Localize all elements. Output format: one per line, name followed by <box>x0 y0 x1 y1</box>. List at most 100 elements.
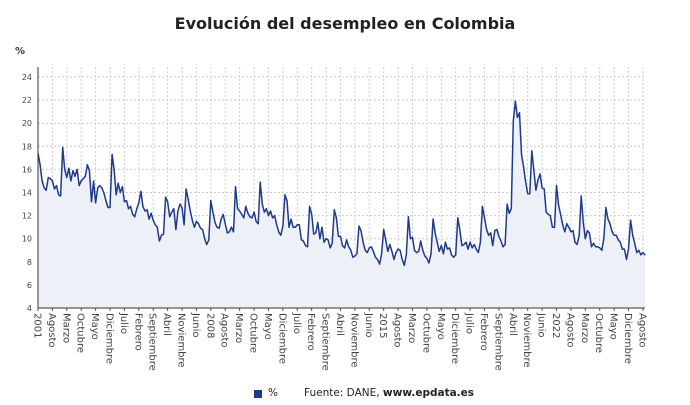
data-point <box>296 224 298 226</box>
data-point <box>232 231 235 233</box>
data-point <box>488 234 490 236</box>
data-point <box>43 187 45 189</box>
data-point <box>385 239 387 241</box>
data-point <box>300 239 302 241</box>
data-point <box>590 246 593 248</box>
x-tick-label: Febrero <box>132 313 143 351</box>
data-point <box>343 247 346 249</box>
data-point <box>576 243 578 246</box>
data-point <box>481 205 484 207</box>
data-point <box>580 195 582 197</box>
x-tick-label: Marzo <box>579 313 590 343</box>
data-point <box>341 245 344 247</box>
data-point <box>107 206 109 209</box>
x-tick-label: Noviembre <box>348 313 359 368</box>
data-point <box>389 243 391 246</box>
data-point <box>255 220 257 222</box>
data-point <box>568 226 570 228</box>
data-point <box>185 188 187 190</box>
data-point <box>241 213 243 216</box>
area-fill <box>38 101 645 308</box>
data-point <box>325 238 327 240</box>
x-tick-label: Septiembre <box>320 313 331 371</box>
data-point <box>403 264 405 266</box>
data-point <box>592 242 595 244</box>
chart-title: Evolución del desempleo en Colombia <box>174 14 516 33</box>
data-point <box>545 211 547 213</box>
data-point <box>525 181 527 183</box>
data-point <box>459 228 461 231</box>
data-point <box>113 168 115 170</box>
data-point <box>224 223 226 225</box>
data-point <box>424 255 426 257</box>
data-point <box>354 255 356 257</box>
data-point <box>257 223 259 225</box>
data-point <box>86 164 88 166</box>
data-point <box>578 234 580 236</box>
data-point <box>290 218 292 220</box>
x-tick-label: Diciembre <box>449 313 460 364</box>
data-point <box>490 232 492 234</box>
data-point <box>450 254 453 256</box>
data-point <box>510 208 512 210</box>
data-point <box>555 184 558 187</box>
data-point <box>160 234 163 236</box>
data-point <box>457 217 459 219</box>
data-point <box>99 184 101 187</box>
data-point <box>434 232 436 234</box>
data-point <box>348 246 350 248</box>
data-point <box>204 238 206 240</box>
x-tick-label: 2001 <box>32 313 43 338</box>
data-point <box>183 224 185 226</box>
data-point <box>333 209 335 211</box>
data-point <box>271 217 274 219</box>
data-point <box>502 246 504 248</box>
data-point <box>597 246 599 248</box>
data-point <box>49 178 51 180</box>
y-tick-label: 4 <box>27 304 32 313</box>
data-point <box>144 210 146 212</box>
data-point <box>125 199 128 202</box>
data-point <box>605 206 607 209</box>
data-point <box>236 208 239 210</box>
data-point <box>562 224 564 226</box>
y-axis-unit: % <box>15 46 26 57</box>
x-tick-label: Junio <box>363 312 374 338</box>
data-point <box>169 216 171 218</box>
data-point <box>523 166 525 168</box>
x-tick-label: Mayo <box>435 313 446 340</box>
data-point <box>173 208 175 210</box>
data-point <box>541 187 543 189</box>
data-point <box>220 218 222 220</box>
data-point <box>76 168 78 170</box>
x-tick-label: Mayo <box>608 313 619 340</box>
data-point <box>249 216 251 218</box>
legend: % Fuente: DANE, www.epdata.es <box>254 387 474 400</box>
data-point <box>129 205 132 207</box>
source-site[interactable]: www.epdata.es <box>382 387 475 399</box>
data-point <box>479 241 481 243</box>
data-point <box>570 231 572 233</box>
data-point <box>477 251 479 254</box>
data-point <box>506 203 508 205</box>
data-point <box>537 179 539 181</box>
y-tick-label: 14 <box>22 189 32 198</box>
x-tick-label: Junio <box>536 312 547 338</box>
x-tick-label: Octubre <box>248 313 259 353</box>
data-point <box>352 256 354 258</box>
data-point <box>588 232 591 234</box>
data-point <box>251 217 253 219</box>
data-point <box>162 233 165 235</box>
data-point <box>553 226 556 228</box>
data-point <box>234 186 237 188</box>
data-point <box>55 184 58 187</box>
x-tick-label: Julio <box>291 312 302 334</box>
data-point <box>372 250 374 253</box>
data-point <box>368 247 370 249</box>
data-point <box>278 231 280 233</box>
data-point <box>467 248 469 250</box>
data-point <box>177 210 179 212</box>
data-point <box>557 204 560 206</box>
data-point <box>527 193 529 195</box>
data-point <box>393 258 395 261</box>
